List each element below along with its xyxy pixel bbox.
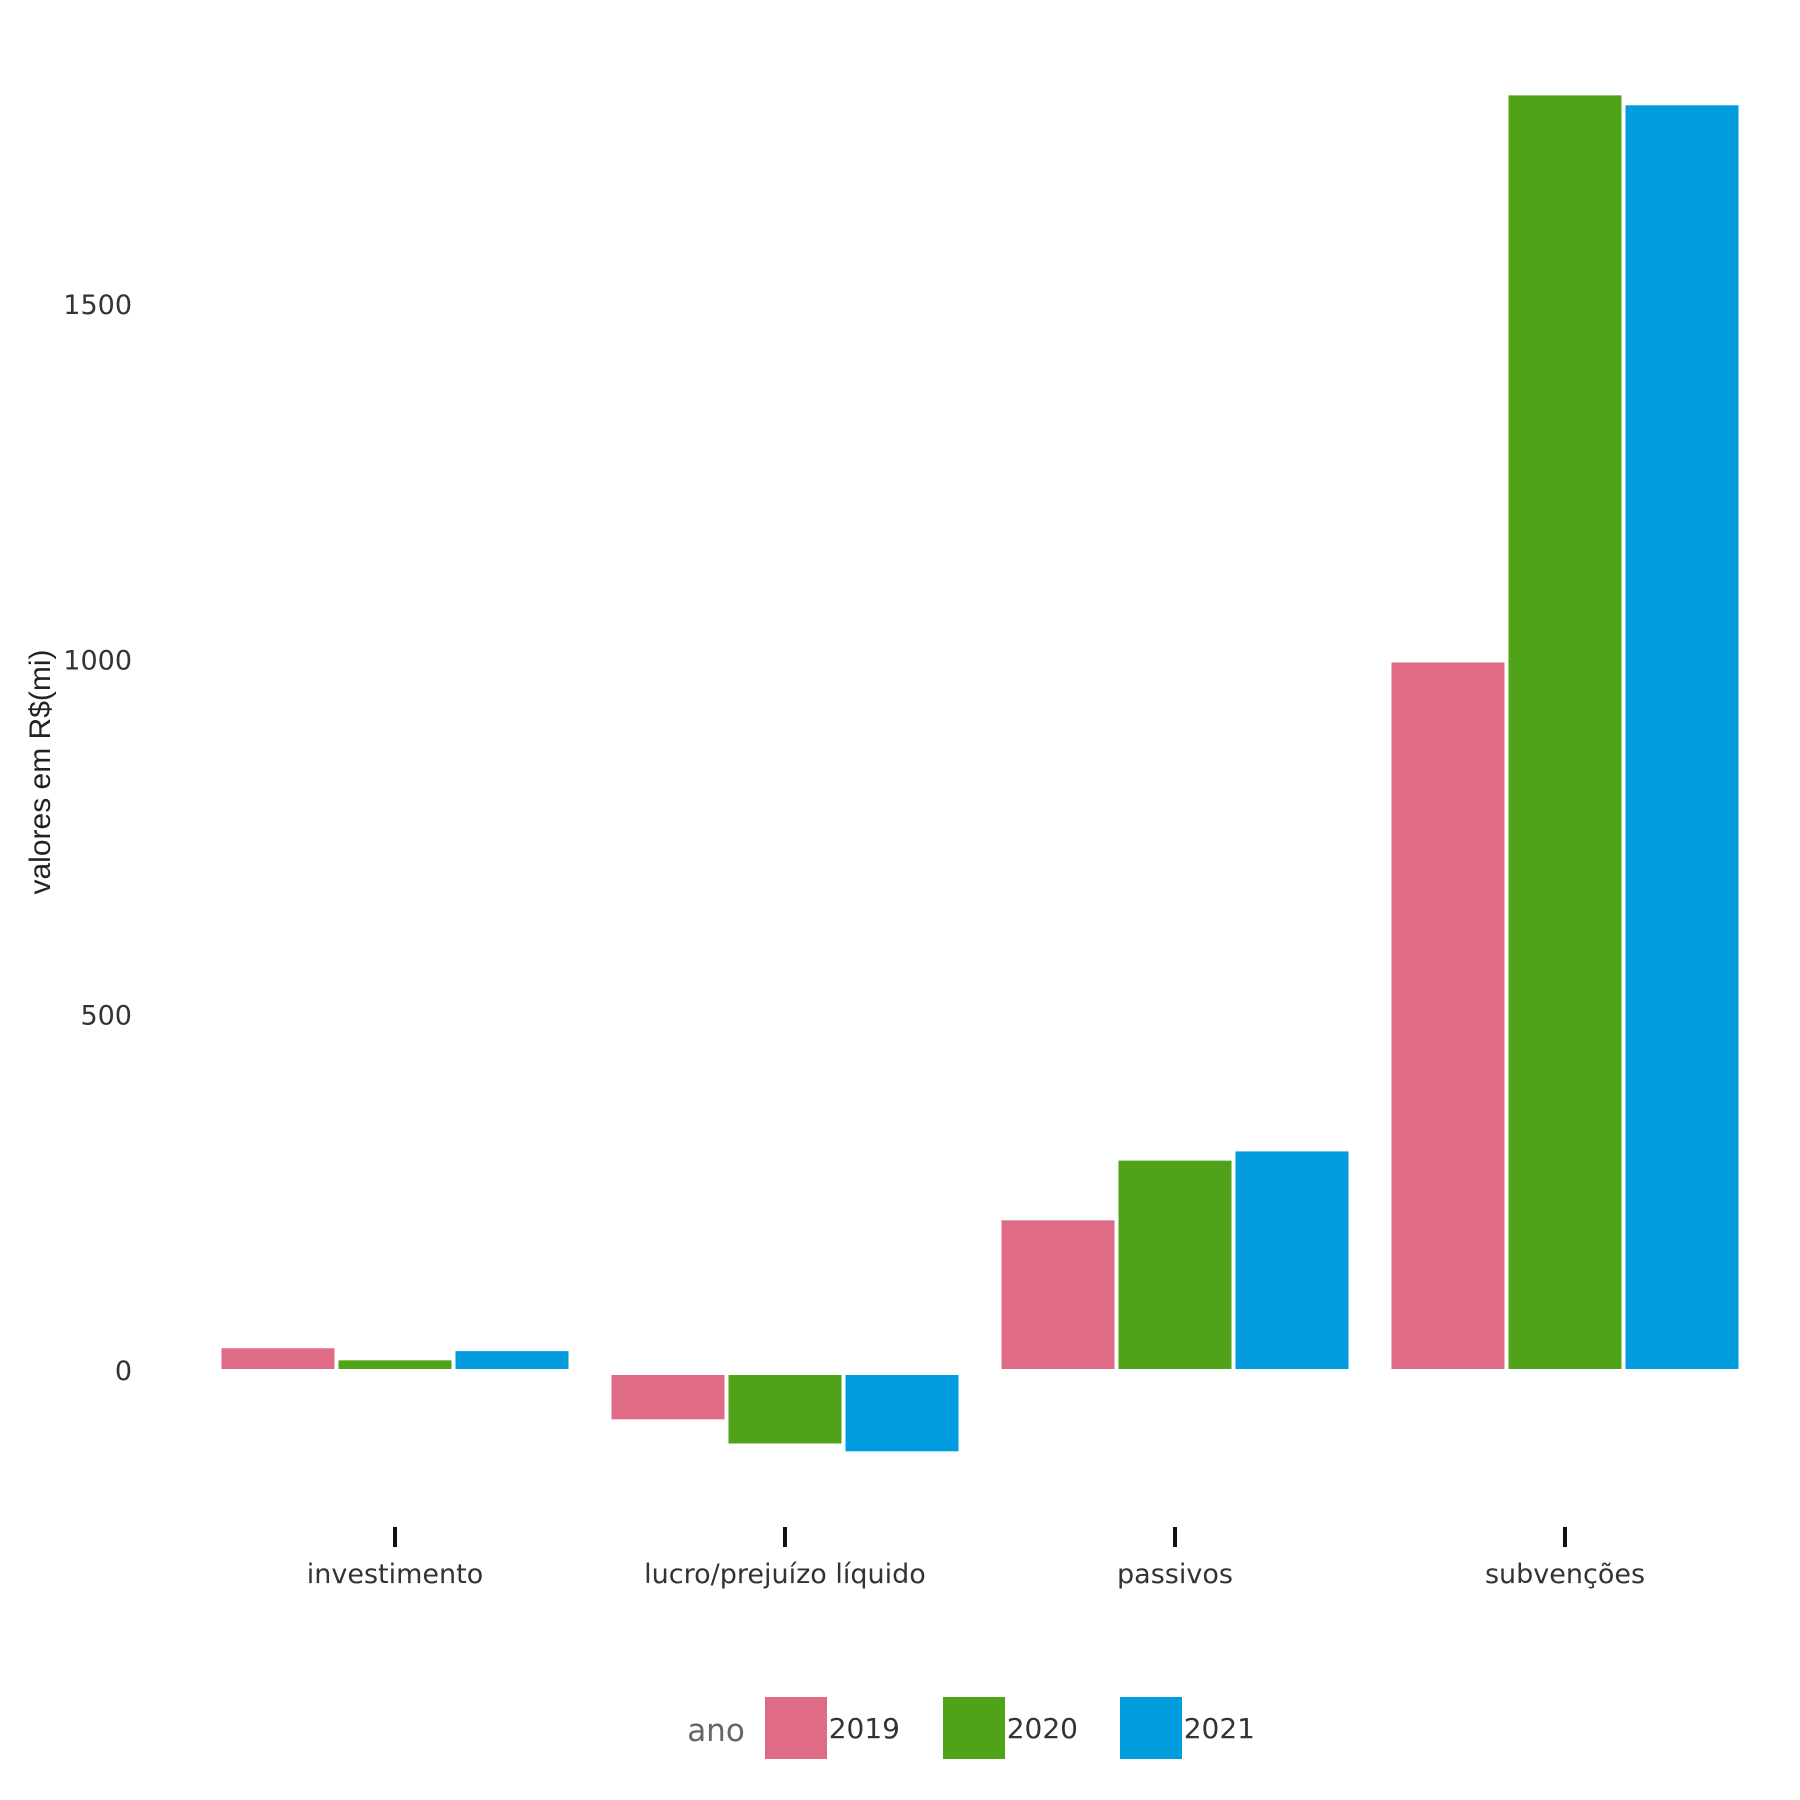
bar-2020-2	[1118, 1160, 1232, 1369]
bar-2020-3	[1508, 95, 1622, 1370]
bar-2021-2	[1235, 1151, 1349, 1369]
y-axis-label: valores em R$(mi)	[24, 649, 57, 894]
legend-label: 2021	[1184, 1712, 1255, 1745]
y-tick-label: 0	[115, 1356, 132, 1387]
legend-key-2020	[943, 1697, 1005, 1759]
x-tick-label: investimento	[307, 1559, 484, 1590]
bar-2021-3	[1625, 105, 1739, 1370]
legend-key-2021	[1120, 1697, 1182, 1759]
y-tick-label: 1000	[63, 645, 132, 676]
bar-2020-1	[728, 1375, 842, 1444]
y-axis-ticks: 0 500 1000 1500	[63, 290, 132, 1387]
bar-2019-3	[1391, 662, 1505, 1369]
bar-2019-1	[611, 1375, 725, 1420]
bar-2020-0	[338, 1360, 452, 1369]
y-tick-label: 500	[80, 1001, 132, 1032]
y-tick-label: 1500	[63, 290, 132, 321]
legend-label: 2020	[1007, 1712, 1078, 1745]
bars	[221, 95, 1739, 1452]
legend-label: 2019	[829, 1712, 900, 1745]
legend-key-2019	[765, 1697, 827, 1759]
bar-2019-2	[1001, 1220, 1115, 1369]
x-tick-label: lucro/prejuízo líquido	[644, 1559, 926, 1590]
x-tick-label: subvenções	[1485, 1559, 1645, 1590]
bar-2021-0	[455, 1351, 569, 1369]
bar-2021-1	[845, 1375, 959, 1452]
legend-title: ano	[687, 1713, 745, 1749]
x-axis: investimento lucro/prejuízo líquido passiv…	[307, 1527, 1645, 1590]
bar-2019-0	[221, 1348, 335, 1369]
legend: ano 2019 2020 2021	[687, 1697, 1255, 1759]
x-tick-label: passivos	[1117, 1559, 1233, 1590]
